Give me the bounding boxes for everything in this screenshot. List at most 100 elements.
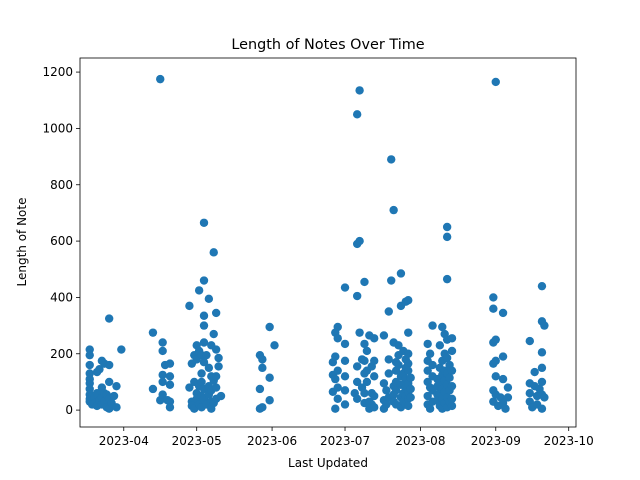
data-point: [360, 277, 369, 287]
x-tick-label: 2023-05: [172, 434, 222, 448]
data-point: [158, 346, 167, 356]
data-point: [537, 377, 547, 387]
data-point: [384, 307, 393, 316]
data-point: [199, 338, 209, 347]
data-point: [209, 248, 218, 257]
data-point: [258, 403, 267, 412]
data-point: [331, 404, 340, 413]
data-point: [95, 365, 104, 374]
data-point: [438, 322, 447, 332]
y-tick-label: 800: [50, 178, 73, 192]
data-point: [352, 362, 362, 371]
data-point: [394, 341, 403, 350]
data-point: [165, 380, 175, 389]
data-point: [331, 374, 340, 384]
data-point: [211, 372, 221, 381]
data-point: [442, 353, 452, 363]
data-point: [211, 383, 221, 392]
data-point: [165, 372, 175, 381]
data-point: [148, 328, 158, 337]
data-point: [435, 341, 445, 350]
data-point: [340, 386, 350, 395]
data-point: [362, 346, 372, 356]
x-tick-label: 2023-09: [471, 434, 521, 448]
data-point: [340, 283, 350, 292]
data-point: [352, 110, 362, 119]
data-point: [165, 403, 175, 412]
data-point: [491, 335, 500, 344]
data-point: [442, 274, 452, 284]
data-point: [370, 356, 379, 366]
x-tick-label: 2023-08: [395, 434, 445, 448]
data-point: [211, 345, 221, 354]
data-point: [158, 377, 167, 387]
data-point: [148, 384, 158, 394]
data-point: [387, 155, 396, 164]
data-point: [525, 389, 534, 398]
data-point: [370, 403, 379, 412]
data-point: [537, 348, 547, 357]
x-tick-label: 2023-04: [99, 434, 149, 448]
data-point: [537, 404, 547, 413]
data-point: [204, 294, 214, 304]
data-point: [379, 379, 389, 388]
data-point: [340, 339, 350, 349]
data-point: [199, 311, 209, 320]
plot-frame: [79, 57, 577, 428]
data-point: [333, 394, 342, 404]
x-tick-label: 2023-06: [247, 434, 297, 448]
data-point: [109, 391, 119, 401]
y-axis: 0 200 400 600 800 1000 1200: [42, 65, 80, 417]
data-point: [209, 329, 218, 339]
data-point: [352, 394, 362, 404]
data-point: [85, 360, 94, 370]
data-point: [265, 373, 274, 382]
data-point: [199, 218, 209, 227]
data-point: [404, 359, 413, 368]
data-point: [387, 276, 396, 285]
data-point: [85, 350, 94, 360]
data-point: [197, 377, 206, 387]
data-point: [340, 400, 350, 409]
data-point: [197, 369, 206, 378]
data-point: [540, 321, 549, 330]
data-point: [185, 383, 194, 392]
data-point: [447, 334, 457, 343]
data-point: [491, 356, 500, 366]
y-tick-label: 1000: [42, 121, 73, 135]
data-point: [156, 74, 165, 84]
data-point: [214, 362, 223, 371]
data-point: [423, 339, 432, 349]
data-point: [404, 328, 413, 337]
data-point: [491, 77, 500, 87]
chart-title: Length of Notes Over Time: [231, 37, 424, 53]
data-point: [525, 336, 534, 346]
x-axis: 2023-04 2023-05 2023-06 2023-07 2023-08 2023-…: [99, 427, 594, 448]
y-tick-label: 0: [65, 403, 73, 417]
data-point: [355, 86, 364, 95]
data-point: [340, 372, 350, 381]
data-point: [425, 349, 435, 358]
data-point: [382, 400, 391, 409]
data-point: [447, 394, 457, 404]
x-tick-label: 2023-07: [320, 434, 370, 448]
data-point: [489, 304, 498, 313]
data-point: [199, 358, 209, 367]
data-point: [447, 366, 457, 375]
data-point: [158, 338, 167, 347]
data-point: [425, 404, 435, 413]
y-tick-label: 600: [50, 234, 73, 248]
data-point: [404, 296, 413, 305]
data-point: [540, 393, 549, 402]
data-point: [489, 293, 498, 302]
data-point: [382, 386, 391, 395]
data-point: [255, 384, 265, 394]
data-point: [406, 384, 415, 394]
data-point: [165, 359, 175, 368]
y-axis-title: Length of Note: [15, 198, 29, 287]
data-point: [445, 373, 454, 382]
data-point: [396, 269, 406, 278]
data-point: [265, 396, 274, 405]
data-point: [498, 352, 508, 361]
